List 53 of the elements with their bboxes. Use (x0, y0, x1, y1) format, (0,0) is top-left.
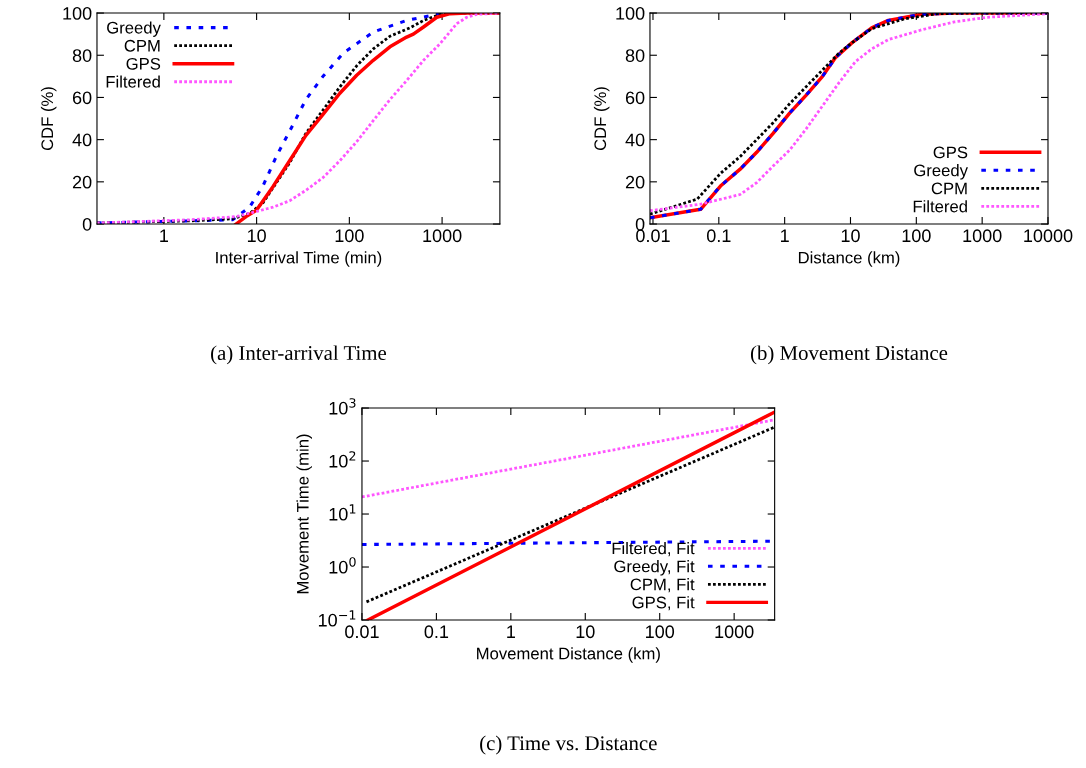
y-tick-label: 80 (625, 49, 645, 62)
legend-label: CPM (124, 39, 160, 52)
x-axis-title: Distance (km) (798, 251, 900, 267)
x-tick-label: 100 (646, 625, 675, 639)
y-tick-label: 10$^{3}$ (329, 398, 356, 415)
x-tick-label: 100 (902, 229, 931, 243)
y-tick-label: 0 (635, 217, 645, 231)
legend-label: Filtered, Fit (612, 542, 695, 557)
y-tick-label: 40 (72, 133, 92, 147)
legend-label: GPS, Fit (632, 596, 695, 611)
x-tick-label: 1 (507, 625, 515, 638)
y-tick-label: 100 (616, 6, 645, 20)
legend-label: Filtered (913, 200, 967, 213)
x-tick-label: 10000 (1024, 229, 1073, 243)
legend-label: GPS (933, 146, 968, 159)
x-tick-label: 0.01 (345, 625, 379, 639)
y-tick-label: 60 (72, 91, 92, 105)
legend-label: Greedy, Fit (614, 560, 695, 576)
y-axis-title: CDF (%) (40, 87, 57, 151)
y-tick-label: 20 (625, 175, 645, 189)
y-axis-title: Movement Time (min) (296, 434, 312, 594)
text: (c) Time vs. Distance (480, 735, 657, 755)
x-tick-label: 1000 (715, 625, 754, 639)
legend-label: Greedy (107, 21, 161, 37)
x-tick-label: 10 (247, 229, 266, 243)
x-tick-label: 1 (160, 229, 169, 242)
x-tick-label: 1000 (963, 229, 1002, 243)
x-tick-label: 10 (841, 229, 860, 243)
x-tick-label: 0.1 (706, 229, 731, 243)
y-tick-label: 20 (72, 175, 92, 189)
x-tick-label: 0.01 (636, 229, 670, 243)
legend-label: CPM, Fit (630, 578, 695, 593)
legend-label: CPM (931, 182, 967, 195)
text: (a) Inter-arrival Time (211, 345, 387, 365)
y-tick-label: 40 (625, 133, 645, 147)
y-tick-label: 10$^{0}$ (329, 557, 356, 574)
legend-label: GPS (126, 57, 161, 70)
x-axis-title: Movement Distance (km) (477, 647, 660, 663)
y-tick-label: 60 (625, 91, 645, 105)
legend-label: Filtered (106, 75, 160, 88)
x-tick-label: 1000 (423, 229, 462, 243)
text: (b) Movement Distance (750, 345, 948, 365)
y-tick-label: 0 (82, 217, 92, 231)
x-tick-label: 1 (781, 229, 789, 242)
y-tick-label: 10$^{2}$ (329, 451, 356, 468)
y-tick-label: 80 (72, 49, 92, 62)
legend-label: Greedy (914, 164, 968, 180)
x-tick-label: 10 (576, 625, 595, 639)
y-tick-label: 100 (63, 6, 92, 20)
y-axis-title: CDF (%) (593, 87, 610, 151)
x-tick-label: 0.1 (424, 625, 449, 639)
y-tick-label: 10$^{1}$ (329, 504, 356, 521)
x-axis-title: Inter-arrival Time (min) (216, 251, 382, 267)
